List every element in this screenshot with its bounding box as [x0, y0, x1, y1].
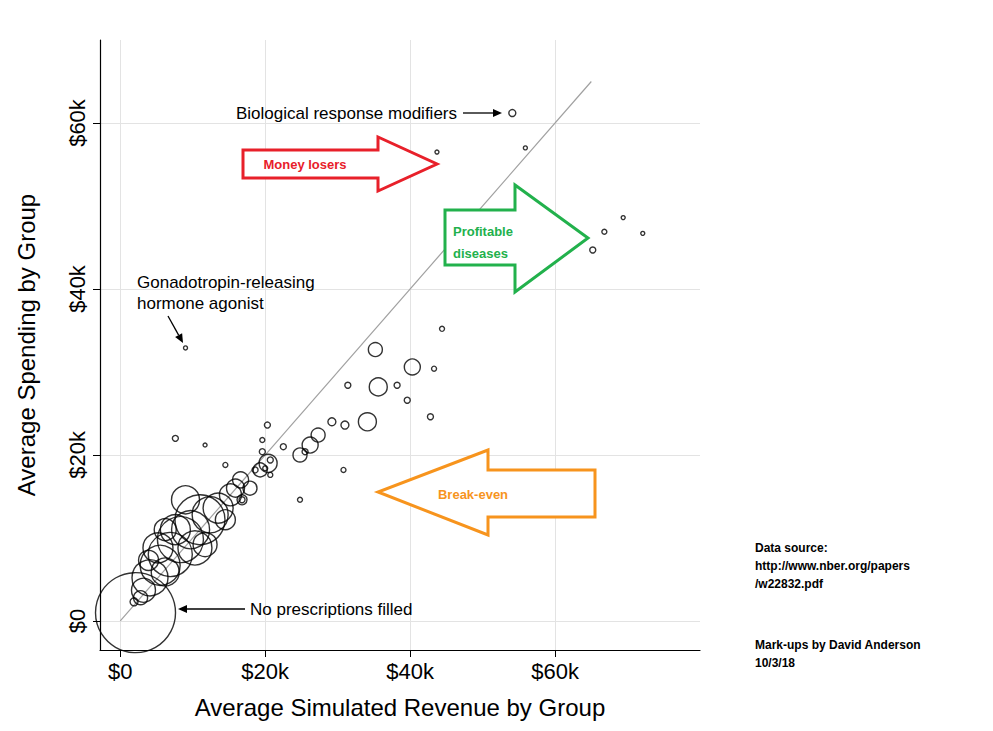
svg-text:$40k: $40k — [65, 264, 90, 313]
svg-text:Data source:: Data source: — [755, 541, 828, 555]
svg-text:$60k: $60k — [531, 659, 580, 684]
svg-text:/w22832.pdf: /w22832.pdf — [755, 577, 824, 591]
svg-text:Average Simulated Revenue by G: Average Simulated Revenue by Group — [195, 694, 605, 721]
svg-text:Profitable: Profitable — [453, 224, 513, 239]
svg-text:Break-even: Break-even — [438, 487, 508, 502]
svg-text:diseases: diseases — [453, 246, 508, 261]
svg-text:Mark-ups by David Anderson: Mark-ups by David Anderson — [755, 638, 921, 652]
svg-text:$20k: $20k — [65, 430, 90, 479]
svg-text:$20k: $20k — [241, 659, 290, 684]
svg-text:10/3/18: 10/3/18 — [755, 656, 795, 670]
svg-text:$0: $0 — [65, 609, 90, 633]
svg-text:$60k: $60k — [65, 98, 90, 147]
svg-text:Average Spending by Group: Average Spending by Group — [13, 194, 40, 496]
svg-text:No prescriptions filled: No prescriptions filled — [250, 600, 413, 619]
svg-text:$40k: $40k — [386, 659, 435, 684]
svg-text:Money losers: Money losers — [263, 157, 346, 172]
svg-text:Biological response modifiers: Biological response modifiers — [236, 104, 457, 123]
svg-text:hormone agonist: hormone agonist — [137, 294, 264, 313]
svg-text:http://www.nber.org/papers: http://www.nber.org/papers — [755, 559, 910, 573]
svg-text:Gonadotropin-releasing: Gonadotropin-releasing — [137, 273, 315, 292]
svg-text:$0: $0 — [108, 659, 132, 684]
